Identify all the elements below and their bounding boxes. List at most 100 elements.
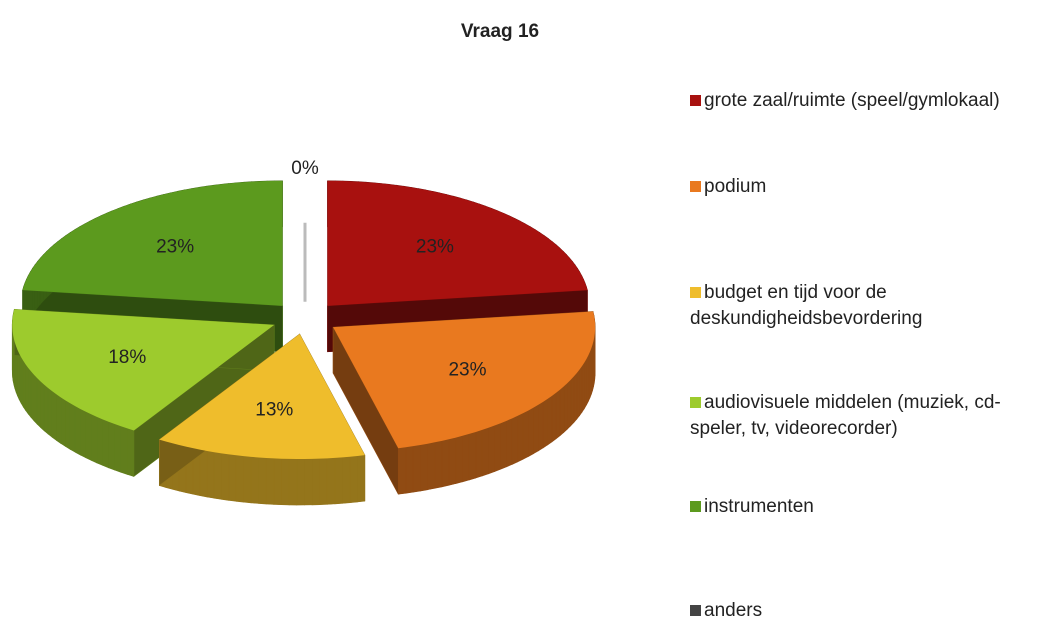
slice-side xyxy=(397,446,407,495)
slice-side xyxy=(584,357,587,410)
slice-side xyxy=(488,425,495,475)
legend-swatch xyxy=(690,95,701,106)
slice-side xyxy=(30,370,35,422)
slice-side xyxy=(559,385,565,437)
slice-side xyxy=(60,396,66,447)
legend-label: podium xyxy=(704,176,767,197)
slice-side xyxy=(90,413,98,464)
slice-side xyxy=(538,401,544,452)
legend-label: audiovisuele middelen (muziek, cd-speler… xyxy=(690,392,1001,439)
slice-side xyxy=(420,443,428,492)
slice-side xyxy=(349,455,358,504)
slice-side xyxy=(258,457,267,505)
slice-side xyxy=(27,366,32,419)
slice-side xyxy=(500,420,507,470)
slice-side xyxy=(342,456,351,504)
slice-side xyxy=(47,387,53,438)
slice-side xyxy=(434,440,443,489)
legend-swatch xyxy=(690,397,701,408)
slice-side xyxy=(80,408,86,459)
legend-item: instrumenten xyxy=(690,494,1030,520)
slice-side xyxy=(96,416,103,466)
slice-side xyxy=(494,422,501,472)
slice-side xyxy=(311,458,320,506)
slice-side xyxy=(304,458,313,506)
slice-side xyxy=(570,375,575,427)
slice-side xyxy=(542,398,548,449)
slice-side xyxy=(296,458,305,506)
slice-side xyxy=(581,361,585,414)
slice-side xyxy=(127,427,135,477)
slice-side xyxy=(243,455,252,504)
legend-swatch xyxy=(690,501,701,512)
legend-label: budget en tijd voor de deskundigheidsbev… xyxy=(690,282,923,329)
slice-side xyxy=(511,415,519,465)
slice-side xyxy=(551,392,557,443)
slice-side xyxy=(455,435,463,484)
slice-side xyxy=(547,395,553,446)
slice-side xyxy=(250,456,259,504)
slice-side xyxy=(462,433,470,483)
slice-side xyxy=(69,402,76,453)
slice-side xyxy=(206,450,215,499)
slice-side xyxy=(528,407,534,457)
legend-label: instrumenten xyxy=(704,496,814,517)
slice-side xyxy=(36,377,41,429)
slice-side xyxy=(517,412,524,463)
slice-side xyxy=(441,438,450,488)
slice-side xyxy=(579,365,583,417)
slice-side xyxy=(199,449,208,498)
legend-item: podium xyxy=(690,174,1030,200)
slice-side xyxy=(221,452,230,501)
slice-side xyxy=(114,423,122,473)
slice-side xyxy=(576,368,580,420)
slice-side xyxy=(357,454,366,503)
slice-side xyxy=(213,451,222,500)
slice-side xyxy=(567,379,572,430)
legend-swatch xyxy=(690,287,701,298)
slice-side xyxy=(334,457,343,505)
data-label: 23% xyxy=(448,360,486,381)
legend-item: audiovisuele middelen (muziek, cd-speler… xyxy=(690,390,1030,442)
slice-side xyxy=(468,431,477,481)
data-label: 23% xyxy=(156,237,194,258)
slice-side xyxy=(85,411,92,461)
slice-side xyxy=(33,373,38,425)
legend-item: budget en tijd voor de deskundigheidsbev… xyxy=(690,280,1030,332)
chart-title: Vraag 16 xyxy=(461,21,539,42)
slice-side xyxy=(481,427,489,477)
slice-side xyxy=(506,417,513,468)
slice-side xyxy=(40,380,45,432)
slice-side xyxy=(74,405,81,456)
slice-side xyxy=(405,445,414,494)
slice xyxy=(327,180,588,306)
legend-item: anders xyxy=(690,598,1030,622)
slice-side xyxy=(427,441,436,491)
data-label: 23% xyxy=(416,237,454,258)
slice-side xyxy=(43,384,49,435)
slice-side xyxy=(522,409,529,460)
slice-side xyxy=(533,404,539,455)
slice-side xyxy=(573,372,578,424)
slice-side xyxy=(51,390,57,441)
slice-side xyxy=(319,458,328,505)
slice-side xyxy=(65,399,71,450)
data-label: 0% xyxy=(291,158,319,179)
slice-side xyxy=(265,457,275,505)
slice-side xyxy=(22,359,26,412)
slice-side xyxy=(235,454,244,503)
slice-side xyxy=(281,458,290,506)
slice-side xyxy=(555,388,561,440)
slice-side xyxy=(563,382,568,434)
slice xyxy=(22,180,283,306)
legend-swatch xyxy=(690,181,701,192)
slice-side xyxy=(20,356,24,408)
legend-item: grote zaal/ruimte (speel/gymlokaal) xyxy=(690,88,1030,114)
slice-side xyxy=(475,429,483,479)
slice-side xyxy=(288,458,298,506)
slice-side xyxy=(108,421,115,471)
slice-side xyxy=(120,425,128,475)
legend-label: grote zaal/ruimte (speel/gymlokaal) xyxy=(704,90,1000,111)
